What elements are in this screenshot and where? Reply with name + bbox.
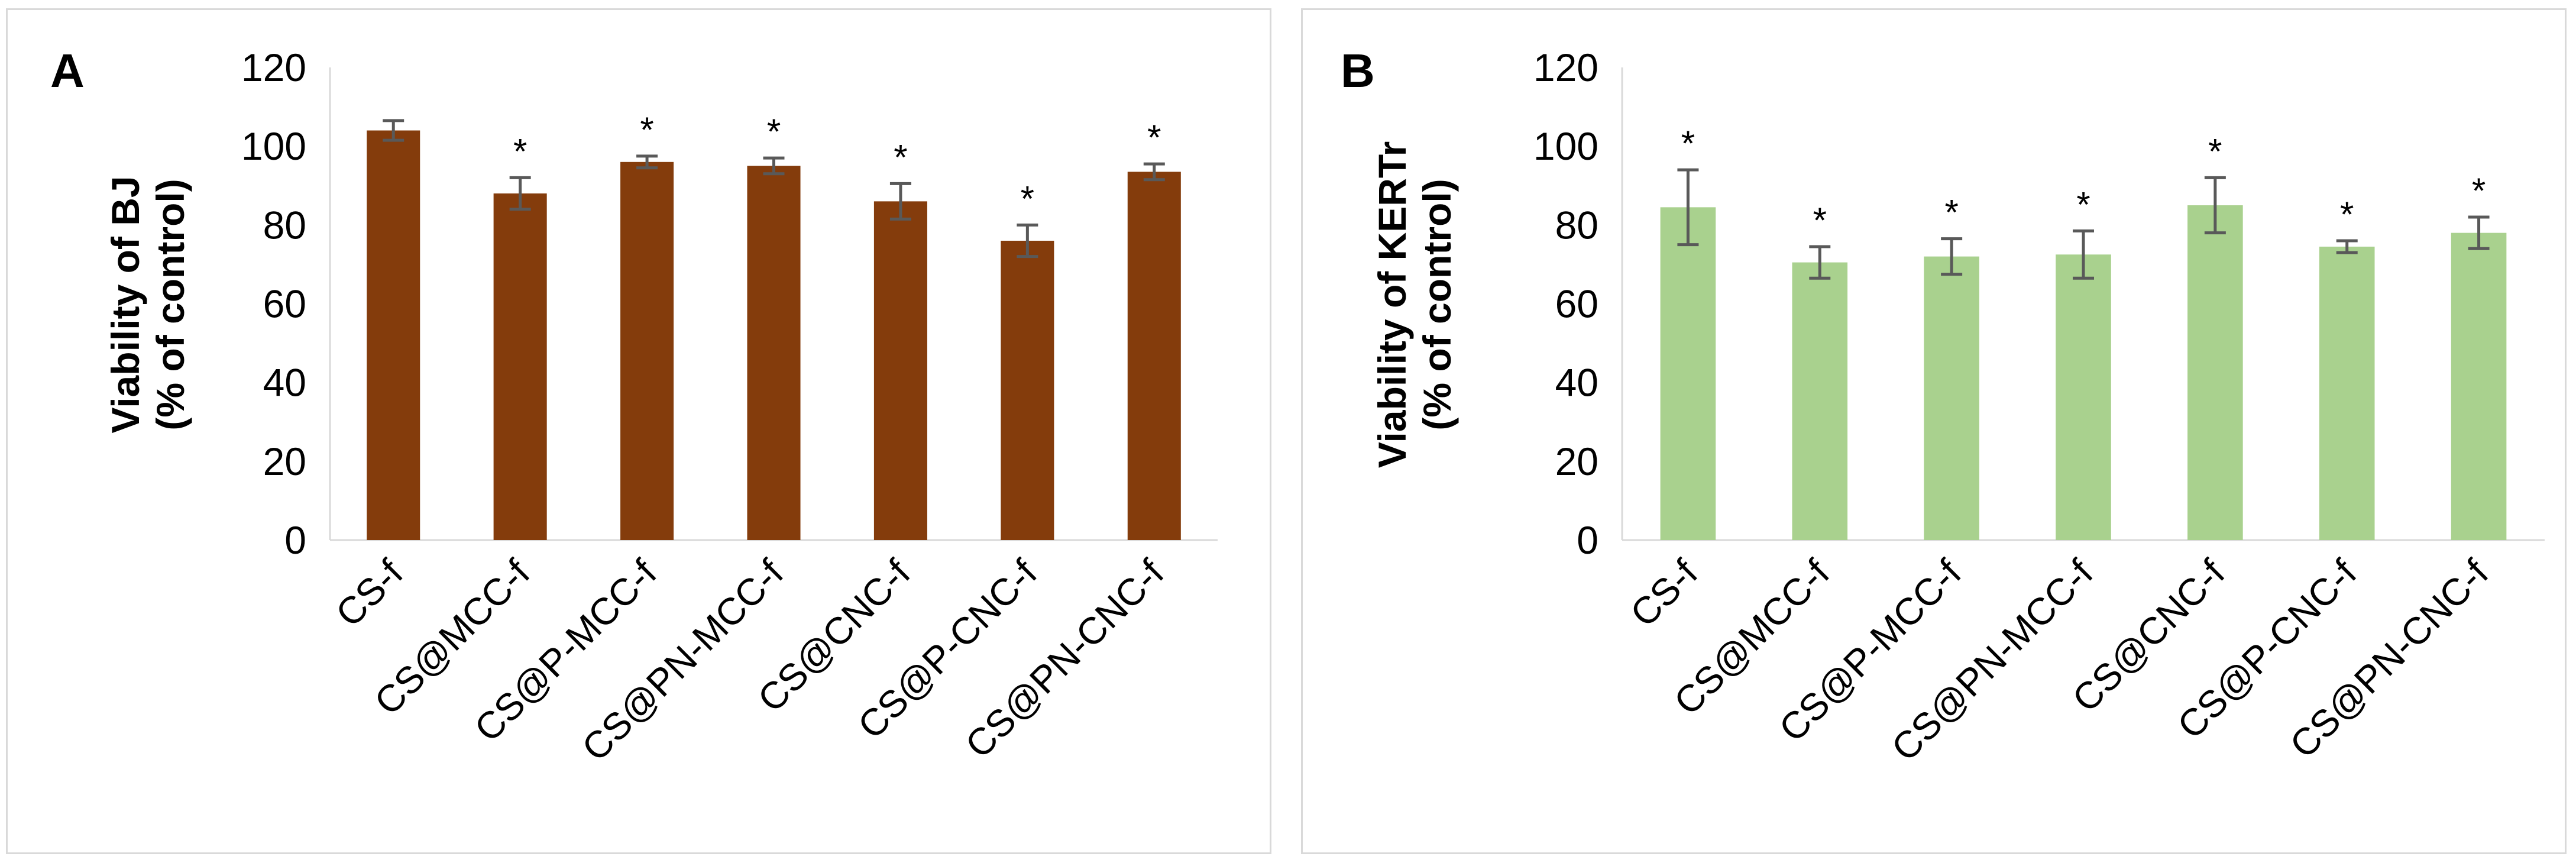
chart-b-y-tick-label: 0 (1577, 518, 1598, 562)
chart-b-significance-label: * (2208, 131, 2222, 171)
chart-b-y-tick-label: 20 (1555, 440, 1598, 483)
chart-b-svg: B Viability of KERTr (% of control) 0 20 4… (1341, 44, 2545, 769)
chart-a-y-tick-label: 20 (263, 440, 306, 483)
chart-b-bar (1924, 256, 1979, 540)
y-axis-label-a-line2: (% of control) (148, 179, 192, 430)
chart-b-significance-label: * (2472, 171, 2486, 211)
chart-a-y-tick-label: 120 (241, 46, 306, 89)
chart-a-bar (1001, 240, 1054, 540)
chart-b-y-tick-label: 60 (1555, 282, 1598, 326)
chart-a-y-tick-label: 40 (263, 361, 306, 405)
chart-a-bar (493, 193, 547, 541)
chart-a-significance-label: * (1021, 179, 1034, 218)
chart-b-significance-label: * (2340, 195, 2354, 234)
chart-a-significance-label: * (1147, 118, 1161, 157)
chart-a-bar (1127, 172, 1181, 541)
panel-label-a: A (50, 44, 85, 97)
chart-b-y-tick-label: 80 (1555, 203, 1598, 247)
y-axis-label-a-line1: Viability of BJ (103, 176, 147, 433)
chart-b-bar (2451, 232, 2507, 540)
chart-a-svg: A Viability of BJ (% of control) 0 20 40 60… (50, 44, 1218, 769)
chart-b-significance-label: * (1944, 193, 1958, 232)
chart-a-bar (367, 130, 420, 541)
chart-a-significance-label: * (640, 110, 653, 150)
chart-b-significance-label: * (2076, 185, 2090, 224)
chart-b-significance-label: * (1681, 124, 1695, 163)
chart-a-x-tick-label: CS-f (328, 551, 412, 635)
chart-b-y-tick-label: 120 (1533, 46, 1598, 89)
chart-panel-a: A Viability of BJ (% of control) 0 20 40 60… (6, 8, 1271, 854)
chart-a-y-tick-label: 0 (284, 518, 306, 562)
chart-a-y-tick-label: 100 (241, 124, 306, 168)
chart-a-significance-label: * (894, 137, 907, 177)
chart-b-bar (2319, 246, 2375, 540)
chart-a-significance-label: * (767, 112, 781, 151)
chart-b-x-tick-label: CS-f (1622, 551, 1706, 635)
panel-label-b: B (1341, 44, 1375, 97)
chart-a-bar (620, 161, 674, 540)
chart-panel-b: B Viability of KERTr (% of control) 0 20 4… (1301, 8, 2567, 854)
chart-a-bar (873, 201, 927, 541)
y-axis-label-b-line2: (% of control) (1415, 179, 1459, 430)
y-axis-label-b-line1: Viability of KERTr (1370, 141, 1414, 468)
chart-a-bar (747, 166, 801, 540)
chart-a-y-tick-label: 80 (263, 203, 306, 247)
chart-b-bar (2056, 254, 2111, 540)
chart-b-bar (1792, 262, 1848, 540)
plot-group-b: 020406080100120*CS-f*CS@MCC-f*CS@P-MCC-f… (1533, 46, 2507, 769)
chart-b-significance-label: * (1813, 201, 1827, 240)
chart-b-bar (2187, 205, 2243, 541)
chart-a-y-tick-label: 60 (263, 282, 306, 326)
chart-b-y-tick-label: 100 (1533, 124, 1598, 168)
chart-a-significance-label: * (513, 131, 527, 171)
chart-b-bar (1660, 207, 1716, 540)
chart-b-y-tick-label: 40 (1555, 361, 1598, 405)
plot-group-a: 020406080100120CS-f*CS@MCC-f*CS@P-MCC-f*… (241, 46, 1181, 769)
